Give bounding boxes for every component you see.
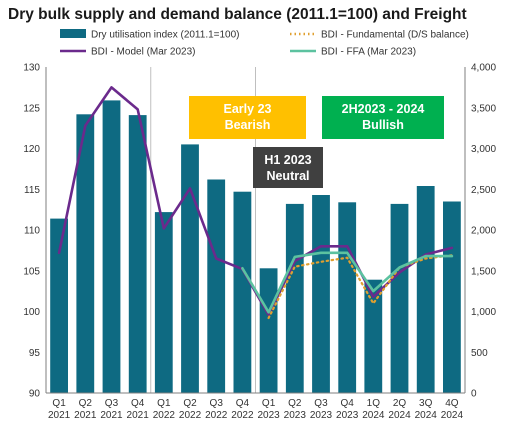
x-tick-label: Q1 xyxy=(262,398,276,409)
y-tick-label-right: 2,000 xyxy=(471,226,496,237)
x-tick-label: Q3 xyxy=(314,398,328,409)
annotation-text: H1 2023 xyxy=(264,153,311,167)
line-series xyxy=(57,86,454,320)
x-tick-label: 2023 xyxy=(336,410,359,421)
x-tick-label: 1Q xyxy=(367,398,381,409)
legend-swatch xyxy=(60,29,86,38)
bar xyxy=(50,218,68,393)
x-tick-label: 2Q xyxy=(393,398,407,409)
y-tick-label-right: 2,500 xyxy=(471,185,496,196)
bar xyxy=(76,114,95,394)
bar xyxy=(128,115,147,393)
x-tick-label: Q4 xyxy=(236,398,250,409)
legend-label: BDI - Model (Mar 2023) xyxy=(91,47,195,58)
x-tick-label: Q3 xyxy=(105,398,119,409)
x-tick-label: 2023 xyxy=(284,410,307,421)
annotation-text: Neutral xyxy=(266,169,309,183)
x-tick-label: Q4 xyxy=(131,398,145,409)
x-tick-label: 2021 xyxy=(48,410,71,421)
y-tick-label-left: 90 xyxy=(29,389,41,400)
x-tick-label: 2022 xyxy=(205,410,228,421)
bar xyxy=(312,195,330,393)
bar xyxy=(154,212,173,393)
annotations: Early 23 Bearish 2H2023 - 2024 Bullish H1 20… xyxy=(189,96,444,188)
annotation-text: Bullish xyxy=(362,118,404,132)
legend-label: BDI - Fundamental (D/S balance) xyxy=(321,30,469,41)
x-tick-label: 2024 xyxy=(441,410,464,421)
x-tick-label: 2022 xyxy=(179,410,202,421)
bar xyxy=(338,202,357,393)
x-tick-label: 4Q xyxy=(445,398,459,409)
bar xyxy=(102,100,121,394)
bar-series xyxy=(50,100,461,394)
y-tick-label-left: 130 xyxy=(23,63,40,74)
x-tick-label: 3Q xyxy=(419,398,433,409)
y-tick-label-left: 125 xyxy=(23,103,40,114)
x-tick-label: Q2 xyxy=(183,398,197,409)
x-tick-label: Q4 xyxy=(340,398,354,409)
bar xyxy=(181,144,199,393)
x-tick-label: 2024 xyxy=(388,410,411,421)
x-tick-label: 2021 xyxy=(127,410,150,421)
bar xyxy=(233,191,252,393)
legend-label: Dry utilisation index (2011.1=100) xyxy=(91,30,240,41)
x-tick-label: Q2 xyxy=(288,398,302,409)
legend: Dry utilisation index (2011.1=100) BDI - … xyxy=(60,29,469,58)
x-tick-label: 2023 xyxy=(310,410,333,421)
annotation-text: Early 23 xyxy=(224,102,272,116)
y-tick-label-right: 1,000 xyxy=(471,307,496,318)
x-tick-label: 2021 xyxy=(100,410,123,421)
x-tick-label: Q1 xyxy=(52,398,66,409)
x-tick-label: 2024 xyxy=(415,410,438,421)
x-tick-label: 2021 xyxy=(74,410,97,421)
bar xyxy=(364,279,383,393)
x-tick-label: 2022 xyxy=(231,410,254,421)
y-tick-label-left: 110 xyxy=(24,226,40,237)
y-tick-label-right: 0 xyxy=(471,389,477,400)
annotation-text: Bearish xyxy=(225,118,271,132)
bar xyxy=(416,186,435,393)
x-tick-label: 2022 xyxy=(153,410,176,421)
y-tick-label-left: 100 xyxy=(23,307,40,318)
legend-label: BDI - FFA (Mar 2023) xyxy=(321,47,416,58)
series-line xyxy=(267,254,453,320)
x-tick-label: Q3 xyxy=(210,398,224,409)
bar xyxy=(443,201,461,393)
y-tick-label-right: 3,000 xyxy=(471,144,496,155)
series-line xyxy=(241,251,454,314)
x-tick-label: 2024 xyxy=(362,410,385,421)
annotation-text: 2H2023 - 2024 xyxy=(342,102,425,116)
bar xyxy=(207,179,226,393)
y-tick-label-right: 3,500 xyxy=(471,103,496,114)
annotation-box xyxy=(253,147,323,188)
y-tick-label-left: 95 xyxy=(29,348,41,359)
bar xyxy=(285,203,304,393)
y-tick-label-right: 1,500 xyxy=(471,266,496,277)
x-tick-label: 2023 xyxy=(257,410,280,421)
y-tick-label-left: 115 xyxy=(24,185,40,196)
x-tick-label: Q2 xyxy=(79,398,93,409)
y-tick-label-left: 105 xyxy=(23,266,40,277)
chart-title: Dry bulk supply and demand balance (2011… xyxy=(8,6,467,23)
y-tick-label-left: 120 xyxy=(23,144,40,155)
bar xyxy=(259,268,278,393)
annotation-box xyxy=(322,96,444,139)
y-tick-label-right: 4,000 xyxy=(471,63,496,74)
axes: 90 95 100 105 110 115 120 125 130 0 500 1,000 1,500 2… xyxy=(23,63,496,422)
bar xyxy=(390,203,409,393)
annotation-box xyxy=(189,96,306,139)
y-tick-label-right: 500 xyxy=(471,348,488,359)
x-tick-label: Q1 xyxy=(157,398,171,409)
